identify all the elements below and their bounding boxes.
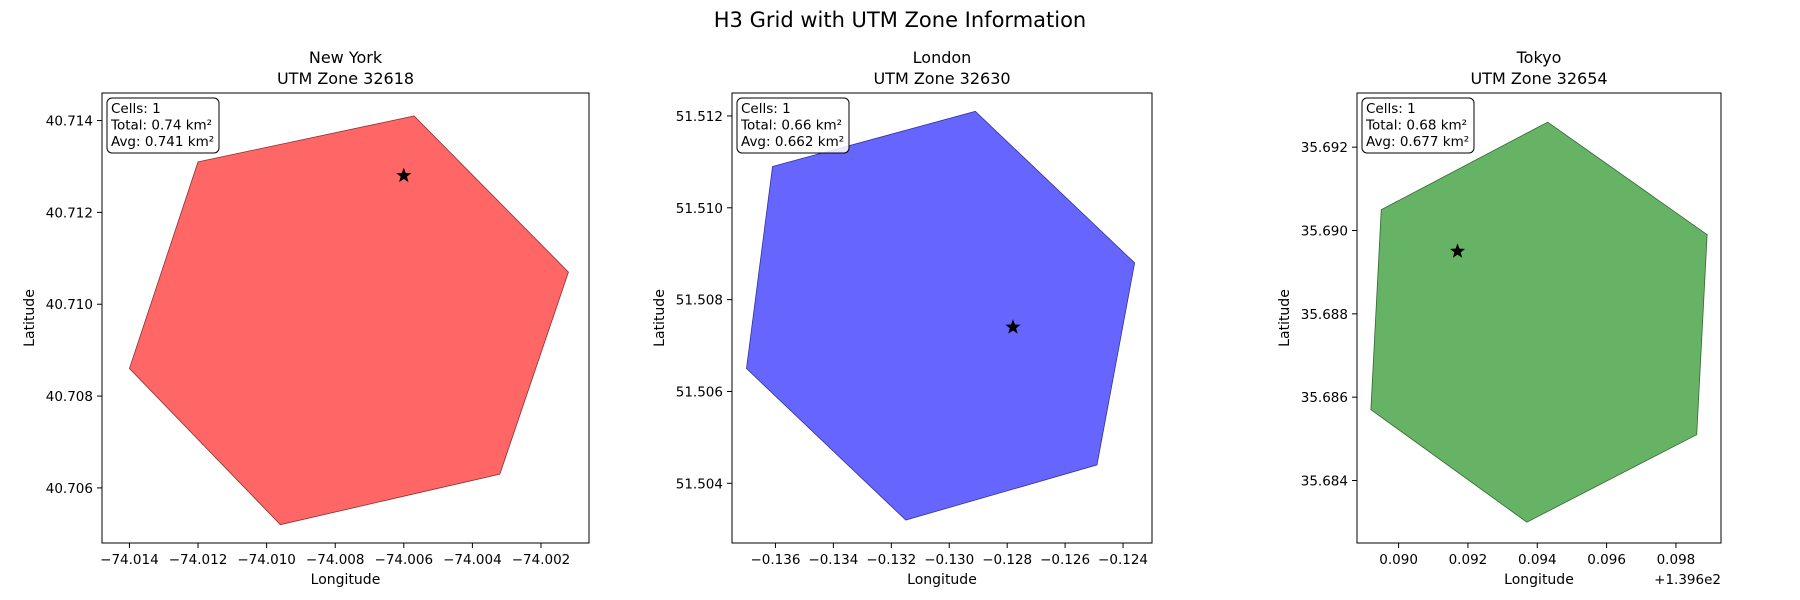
x-axis-label: Longitude — [907, 572, 977, 588]
y-tick-label: 51.504 — [676, 476, 723, 492]
info-cells-count: Cells: 1 — [741, 101, 791, 117]
x-tick-label: −74.008 — [306, 552, 365, 568]
x-tick-label: −74.010 — [237, 552, 296, 568]
y-tick-label: 40.706 — [46, 481, 93, 497]
info-total-area: Total: 0.68 km² — [1365, 118, 1467, 134]
stats-info-box — [106, 97, 220, 154]
y-tick-label: 40.714 — [46, 114, 93, 130]
y-tick-label: 51.508 — [676, 293, 723, 309]
panel-title-city: Tokyo — [1516, 48, 1562, 67]
info-cells-count: Cells: 1 — [111, 101, 161, 117]
y-tick-label: 40.712 — [46, 205, 93, 221]
y-tick-label: 51.512 — [676, 109, 723, 125]
y-tick-label: 51.510 — [676, 201, 723, 217]
y-tick-label: 35.692 — [1301, 140, 1348, 156]
x-tick-label: −0.132 — [866, 552, 916, 568]
x-tick-label: 0.094 — [1518, 552, 1557, 568]
x-tick-label: −74.014 — [100, 552, 159, 568]
x-tick-label: −0.130 — [924, 552, 974, 568]
h3-hexagon-cell — [746, 110, 1136, 521]
x-tick-label: −0.126 — [1040, 552, 1090, 568]
info-total-area: Total: 0.66 km² — [740, 118, 842, 134]
panel-title-city: London — [913, 48, 972, 67]
panel-title-utm-zone: UTM Zone 32618 — [277, 69, 414, 88]
x-tick-label: −74.006 — [375, 552, 434, 568]
panel-title-utm-zone: UTM Zone 32630 — [873, 69, 1010, 88]
x-tick-label: −74.002 — [512, 552, 571, 568]
y-tick-label: 35.690 — [1301, 224, 1348, 240]
axes-frame — [731, 92, 1153, 544]
panel-tokyo: Tokyo UTM Zone 32654 0.090 0.092 0.094 0.096 0… — [1277, 48, 1722, 588]
stats-info-box — [1361, 97, 1475, 154]
panel-title-city: New York — [309, 48, 383, 67]
city-center-star-marker — [1449, 243, 1466, 258]
y-axis-label: Latitude — [1277, 289, 1293, 347]
x-tick-label: −0.136 — [750, 552, 800, 568]
x-tick-label: −74.012 — [169, 552, 228, 568]
info-average-area: Avg: 0.741 km² — [111, 134, 214, 150]
x-axis-offset-label: +1.396e2 — [1654, 572, 1721, 588]
x-tick-label: 0.098 — [1657, 552, 1696, 568]
panel-new-york: New York UTM Zone 32618 −74.014 −74.012 −74.… — [22, 48, 590, 588]
y-tick-label: 51.506 — [676, 384, 723, 400]
city-center-star-marker — [1005, 319, 1021, 334]
x-tick-label: 0.096 — [1587, 552, 1626, 568]
x-tick-label: −74.004 — [443, 552, 502, 568]
y-axis-label: Latitude — [22, 289, 38, 347]
panel-london: London UTM Zone 32630 −0.136 −0.134 −0.132 −0… — [652, 48, 1153, 588]
y-tick-label: 35.686 — [1301, 390, 1348, 406]
y-tick-label: 40.708 — [46, 389, 93, 405]
info-cells-count: Cells: 1 — [1366, 101, 1416, 117]
x-tick-label: −0.124 — [1098, 552, 1148, 568]
stats-info-box — [736, 97, 850, 154]
info-total-area: Total: 0.74 km² — [110, 118, 212, 134]
city-center-star-marker — [396, 167, 412, 183]
axes-frame — [101, 92, 590, 544]
panel-title-utm-zone: UTM Zone 32654 — [1470, 69, 1607, 88]
info-average-area: Avg: 0.662 km² — [741, 134, 844, 150]
x-tick-label: 0.090 — [1379, 552, 1418, 568]
x-axis-label: Longitude — [1504, 572, 1574, 588]
x-tick-label: −0.134 — [808, 552, 858, 568]
h3-hexagon-cell — [1370, 121, 1708, 523]
info-average-area: Avg: 0.677 km² — [1366, 134, 1469, 150]
figure-title: H3 Grid with UTM Zone Information — [714, 8, 1087, 32]
x-tick-label: −0.128 — [982, 552, 1032, 568]
y-tick-label: 35.684 — [1301, 474, 1348, 490]
h3-hexagon-cell — [128, 115, 569, 526]
x-axis-label: Longitude — [311, 572, 381, 588]
x-tick-label: 0.092 — [1449, 552, 1488, 568]
axes-frame — [1356, 92, 1722, 544]
y-tick-label: 35.688 — [1301, 307, 1348, 323]
y-tick-label: 40.710 — [46, 297, 93, 313]
y-axis-label: Latitude — [652, 289, 668, 347]
